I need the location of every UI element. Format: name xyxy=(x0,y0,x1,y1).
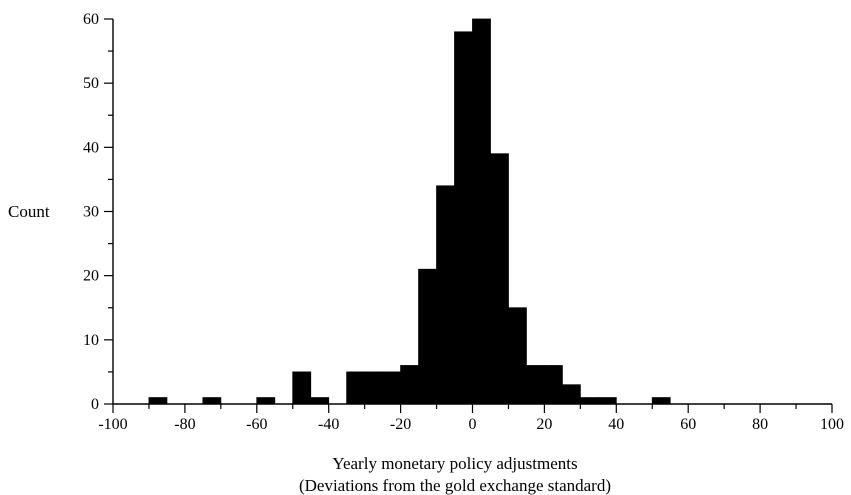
histogram-bar-4 xyxy=(310,397,330,405)
x-tick-label: 40 xyxy=(608,416,624,433)
histogram-bar-20 xyxy=(651,397,671,405)
y-tick-label: 20 xyxy=(83,268,99,285)
histogram-bar-10 xyxy=(436,185,455,405)
y-tick-label: 50 xyxy=(83,75,99,92)
x-tick-label: -60 xyxy=(246,416,267,433)
histogram-bar-16 xyxy=(544,365,563,405)
histogram-bar-19 xyxy=(597,397,617,405)
histogram-bar-12 xyxy=(472,18,491,405)
y-tick-label: 60 xyxy=(83,11,99,28)
axes-group: 0 10 20 30 40 50 60 -100 -80 -60 -40 -20 0 20 40 60 80 10… xyxy=(83,11,844,433)
x-tick-label: -40 xyxy=(318,416,339,433)
histogram-bar-6 xyxy=(364,371,384,405)
y-tick-label: 40 xyxy=(83,139,99,156)
y-axis-label: Count xyxy=(8,202,50,221)
histogram-bar-17 xyxy=(561,384,581,405)
x-tick-label: -100 xyxy=(98,416,127,433)
x-tick-label: 80 xyxy=(752,416,768,433)
x-tick-label: 0 xyxy=(469,416,477,433)
bars-group xyxy=(148,18,671,405)
histogram-bar-11 xyxy=(454,31,473,405)
histogram-bar-0 xyxy=(148,397,168,405)
histogram-bar-3 xyxy=(292,371,312,405)
x-tick-label: -20 xyxy=(390,416,411,433)
histogram-bar-1 xyxy=(202,397,222,405)
x-tick-label: 100 xyxy=(820,416,844,433)
x-tick-label: -80 xyxy=(174,416,195,433)
histogram-bar-15 xyxy=(526,365,545,405)
histogram-bar-7 xyxy=(382,371,402,405)
histogram-bar-13 xyxy=(490,153,509,405)
histogram-bar-14 xyxy=(508,307,527,405)
histogram-bar-9 xyxy=(418,268,437,405)
histogram-bar-8 xyxy=(400,365,419,405)
y-tick-label: 0 xyxy=(91,396,99,413)
y-tick-label: 10 xyxy=(83,332,99,349)
x-axis-label: Yearly monetary policy adjustments xyxy=(332,454,577,473)
x-tick-label: 60 xyxy=(680,416,696,433)
histogram-bar-5 xyxy=(346,371,366,405)
histogram-bar-2 xyxy=(256,397,276,405)
histogram-bar-18 xyxy=(579,397,599,405)
x-tick-label: 20 xyxy=(536,416,552,433)
x-axis-sublabel: (Deviations from the gold exchange stand… xyxy=(299,476,611,495)
y-tick-label: 30 xyxy=(83,204,99,221)
